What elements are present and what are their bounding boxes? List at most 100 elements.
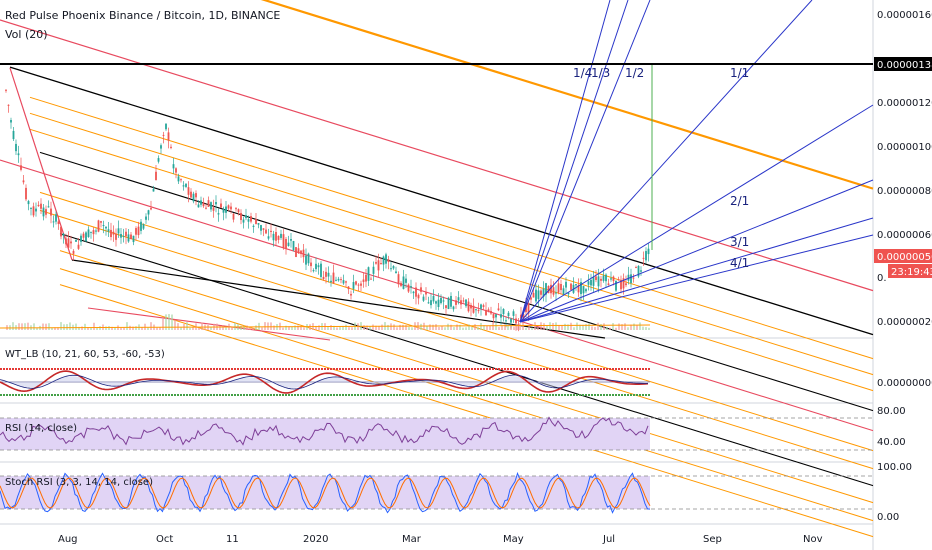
candle-body xyxy=(422,296,425,301)
volume-bar xyxy=(627,327,629,330)
volume-bar xyxy=(378,325,380,330)
price-tick: 0.00000020 xyxy=(877,317,932,328)
price-pane[interactable]: 1/41/3 1/2 1/1 2/1 3/1 4/1 xyxy=(0,0,874,538)
candle-body xyxy=(137,226,140,236)
candle-body xyxy=(200,200,202,205)
volume-bar xyxy=(588,323,590,330)
candle-body xyxy=(480,304,482,309)
candle-body xyxy=(160,145,162,149)
candle-body xyxy=(407,284,410,292)
candle-body xyxy=(580,282,582,295)
candle-body xyxy=(100,221,102,223)
volume-bar xyxy=(66,324,68,330)
volume-bar xyxy=(639,322,641,330)
volume-bar xyxy=(372,324,374,330)
candle-body xyxy=(435,301,437,304)
volume-bar xyxy=(552,323,554,330)
price-axis[interactable]: 0.00000160 0.00000120 0.00000100 0.00000… xyxy=(874,10,932,328)
candle-body xyxy=(347,286,350,290)
stoch-k-line xyxy=(0,471,651,514)
candle-body xyxy=(35,208,37,212)
volume-bar xyxy=(141,327,143,330)
gann-fan-line xyxy=(519,0,651,323)
volume-bar xyxy=(546,325,548,330)
time-axis[interactable]: Aug Oct 11 2020 Mar May Jul Sep Nov xyxy=(58,534,823,545)
volume-bar xyxy=(36,327,38,330)
candle-body xyxy=(635,267,637,269)
candle-body xyxy=(10,120,12,123)
candle-body xyxy=(440,297,442,304)
candle-body xyxy=(170,146,172,148)
candle-body xyxy=(357,284,360,286)
volume-bar xyxy=(561,325,563,330)
volume-label[interactable]: Vol (20) xyxy=(5,28,48,41)
volume-bar xyxy=(225,327,227,330)
candle-body xyxy=(280,233,282,238)
candle-body xyxy=(52,221,55,223)
volume-bar xyxy=(90,327,92,330)
wt-label[interactable]: WT_LB (10, 21, 60, 53, -60, -53) xyxy=(5,349,165,360)
wt-panel[interactable]: WT_LB (10, 21, 60, 53, -60, -53) 0.00000… xyxy=(0,349,932,396)
stoch-label[interactable]: Stoch RSI (3, 3, 14, 14, close) xyxy=(5,477,153,488)
rsi-panel[interactable]: RSI (14, close) 80.00 40.00 xyxy=(0,406,906,451)
candle-body xyxy=(380,263,382,265)
candle-body xyxy=(605,274,607,282)
volume-bar xyxy=(582,324,584,330)
candle-body xyxy=(247,219,250,222)
red-lower-line xyxy=(87,307,331,341)
volume-bar xyxy=(351,327,353,330)
gann-fan-label: 1/1 xyxy=(730,66,749,80)
candle-body xyxy=(130,234,132,240)
rsi-label[interactable]: RSI (14, close) xyxy=(5,423,77,434)
volume-bar xyxy=(543,323,545,330)
candle-body xyxy=(462,300,465,302)
volume-bar xyxy=(507,325,509,330)
symbol-title[interactable]: Red Pulse Phoenix Binance / Bitcoin, 1D,… xyxy=(5,9,280,22)
volume-bar xyxy=(480,322,482,330)
gann-fan-line xyxy=(519,104,874,323)
candle-body xyxy=(337,278,340,281)
gann-fan-line xyxy=(519,179,874,323)
volume-bar xyxy=(57,327,59,330)
black-channel-line xyxy=(39,151,874,412)
gann-fan-label: 4/1 xyxy=(730,256,749,270)
red-channel-line xyxy=(0,159,874,432)
stoch-rsi-panel[interactable]: Stoch RSI (3, 3, 14, 14, close) 100.00 0… xyxy=(0,462,912,523)
price-badge-black xyxy=(874,57,932,71)
volume-ma-line xyxy=(0,324,651,329)
candle-body xyxy=(487,309,490,312)
volume-bar xyxy=(186,322,188,330)
candle-body xyxy=(595,276,597,280)
orange-channel-line xyxy=(39,191,874,452)
volume-bar xyxy=(438,327,440,330)
candle-body xyxy=(622,278,625,289)
candle-body xyxy=(195,193,197,198)
candle-body xyxy=(530,297,532,300)
candle-body xyxy=(42,207,45,217)
volume-bar xyxy=(363,325,365,330)
volume-bar xyxy=(453,327,455,330)
volume-bar xyxy=(465,327,467,330)
volume-bar xyxy=(564,323,566,330)
candle-body xyxy=(240,212,242,221)
candle-body xyxy=(527,302,530,314)
candle-body xyxy=(180,179,182,181)
candle-body xyxy=(557,283,560,293)
candle-body xyxy=(125,231,127,237)
candle-body xyxy=(515,318,517,324)
candle-body xyxy=(395,271,397,274)
candle-body xyxy=(405,278,407,283)
candle-body xyxy=(402,276,405,289)
candle-body xyxy=(210,202,212,210)
volume-bar xyxy=(579,324,581,330)
volume-bar xyxy=(198,327,200,330)
volume-bar xyxy=(294,325,296,330)
volume-bar xyxy=(243,325,245,330)
volume-bar xyxy=(411,327,413,330)
volume-bar xyxy=(441,326,443,330)
candle-body xyxy=(162,134,165,136)
volume-bar xyxy=(21,323,23,330)
candle-body xyxy=(105,226,107,229)
candle-body xyxy=(140,221,142,231)
